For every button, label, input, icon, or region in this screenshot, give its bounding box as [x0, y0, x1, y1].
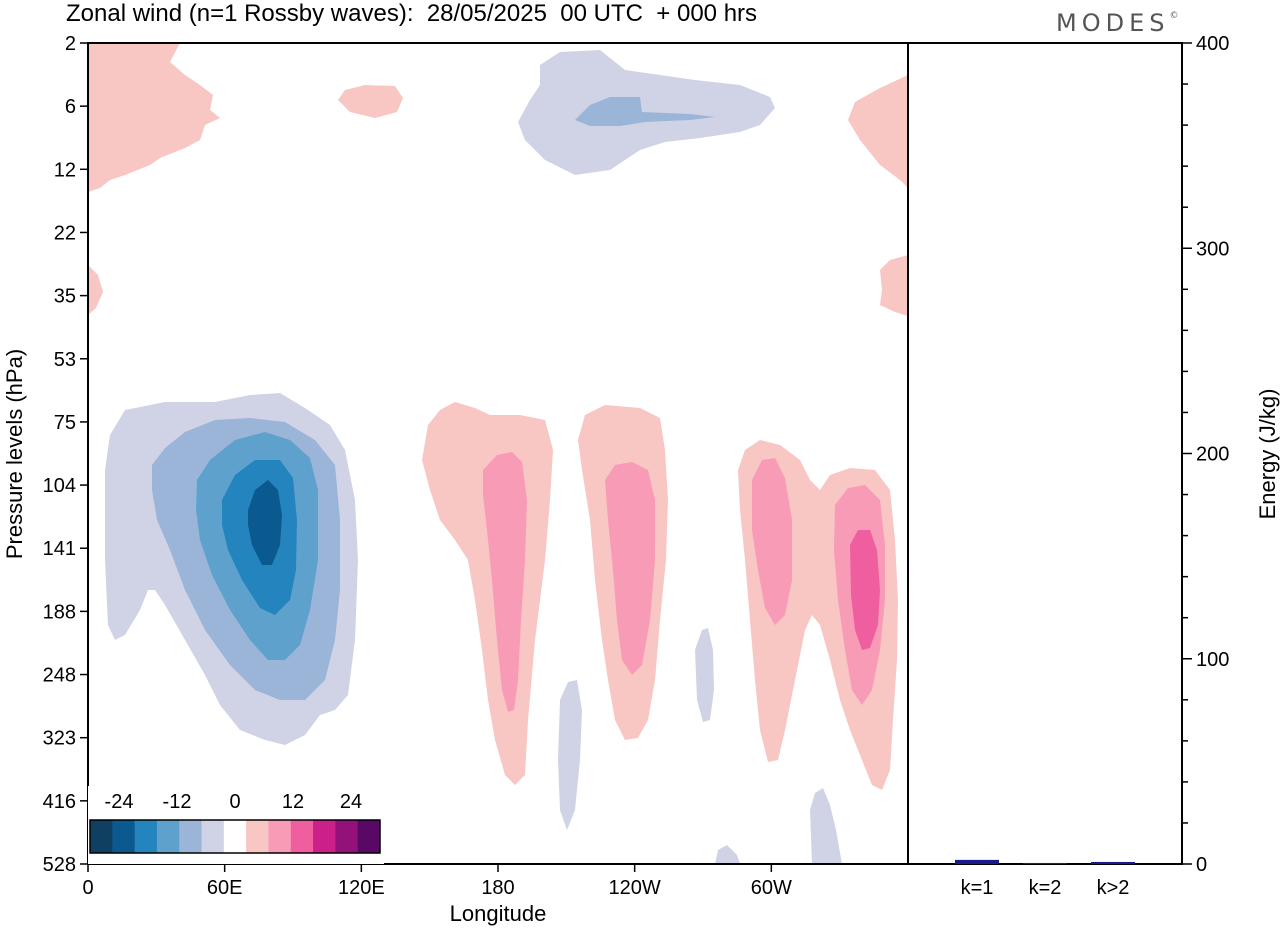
- colorbar-segment: [179, 820, 203, 853]
- colorbar-segment: [313, 820, 336, 853]
- colorbar-segment: [201, 820, 225, 853]
- contour-neg-2-top: [575, 97, 715, 126]
- colorbar: -24 -12 0 12 24: [88, 786, 384, 864]
- colorbar-segment: [246, 820, 269, 853]
- pressure-tick-label: 248: [43, 665, 76, 687]
- colorbar-segment: [134, 820, 158, 853]
- colorbar-tick-label: -12: [163, 791, 192, 813]
- colorbar-tick-label: 0: [229, 791, 240, 813]
- pressure-tick-label: 22: [54, 222, 76, 244]
- energy-tick-label: 100: [1196, 649, 1229, 671]
- contour-pos-1-topright: [848, 75, 908, 188]
- y-axis-label: Pressure levels (hPa): [2, 349, 27, 559]
- energy-bar: [1023, 862, 1067, 864]
- colorbar-frame: [89, 819, 381, 854]
- contour-neg-1-smallC: [810, 788, 842, 864]
- colorbar-segment: [268, 820, 292, 853]
- longitude-tick-label: 120W: [609, 877, 661, 899]
- logo-text: MODES: [1056, 9, 1170, 37]
- energy-category-label: k=1: [961, 877, 994, 899]
- colorbar-tick-label: 12: [282, 791, 304, 813]
- pressure-tick-label: 2: [65, 33, 76, 55]
- energy-axis-label: Energy (J/kg): [1255, 389, 1280, 520]
- contour-pos-1-topmid: [338, 85, 403, 118]
- pressure-tick-label: 323: [43, 728, 76, 750]
- longitude-tick-label: 120E: [338, 877, 385, 899]
- contour-pos-1-leftedge: [88, 265, 103, 315]
- pressure-axis: 2 6 12 22 35 53 75 104 141 188 248 323 416 528: [43, 33, 88, 876]
- pressure-tick-label: 53: [54, 349, 76, 371]
- colorbar-segment: [112, 820, 136, 853]
- energy-category-label: k>2: [1097, 877, 1130, 899]
- contour-neg-5-main: [248, 480, 282, 565]
- energy-bars: k=1 k=2 k>2: [955, 859, 1135, 899]
- x-axis-label: Longitude: [450, 901, 547, 926]
- colorbar-segment: [335, 820, 359, 853]
- energy-tick-label: 200: [1196, 444, 1229, 466]
- pressure-tick-label: 6: [65, 96, 76, 118]
- energy-bar: [955, 859, 999, 864]
- colorbar-tick-label: 24: [340, 791, 362, 813]
- colorbar-segment: [290, 820, 314, 853]
- modes-logo: MODES©: [1056, 9, 1178, 37]
- contour-pos-1-topleft: [88, 43, 220, 192]
- energy-tick-label: 0: [1196, 854, 1207, 876]
- colorbar-segment: [223, 820, 247, 853]
- pressure-tick-label: 528: [43, 854, 76, 876]
- colorbar-segment: [156, 820, 180, 853]
- pressure-tick-label: 35: [54, 286, 76, 308]
- energy-bar: [1091, 861, 1135, 864]
- pressure-tick-label: 12: [54, 159, 76, 181]
- pressure-tick-label: 75: [54, 412, 76, 434]
- contour-pos-2-c: [752, 458, 792, 625]
- longitude-tick-label: 180: [481, 877, 514, 899]
- logo-mark: ©: [1169, 11, 1179, 21]
- contour-pos-1-a: [422, 402, 553, 785]
- pressure-tick-label: 104: [43, 475, 76, 497]
- longitude-tick-label: 60E: [207, 877, 243, 899]
- colorbar-tick-label: -24: [105, 791, 134, 813]
- longitude-tick-label: 0: [82, 877, 93, 899]
- pressure-tick-label: 188: [43, 601, 76, 623]
- pressure-tick-label: 416: [43, 791, 76, 813]
- contour-field: [88, 43, 908, 864]
- energy-axis: 0 100 200 300 400: [1182, 33, 1229, 876]
- longitude-axis: 0 60E 120E 180 120W 60W: [82, 864, 792, 899]
- contour-pos-2-b: [605, 462, 655, 675]
- pressure-tick-label: 141: [43, 538, 76, 560]
- contour-neg-1-smallB: [695, 628, 714, 722]
- colorbar-segment: [357, 820, 381, 853]
- energy-category-label: k=2: [1029, 877, 1062, 899]
- energy-tick-label: 400: [1196, 33, 1229, 55]
- energy-frame: [907, 42, 1183, 865]
- colorbar-segment: [90, 820, 113, 853]
- contour-pos-1-rightedge: [880, 255, 908, 316]
- contour-neg-1-smallD: [715, 845, 740, 864]
- contour-pos-2-a: [483, 452, 527, 712]
- chart-title: Zonal wind (n=1 Rossby waves): 28/05/202…: [66, 0, 758, 27]
- longitude-tick-label: 60W: [751, 877, 792, 899]
- contour-neg-1-smallA: [558, 680, 582, 830]
- energy-tick-label: 300: [1196, 238, 1229, 260]
- contour-pos-3-d: [850, 530, 880, 650]
